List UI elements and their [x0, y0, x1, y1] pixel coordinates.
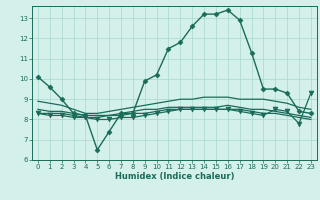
X-axis label: Humidex (Indice chaleur): Humidex (Indice chaleur): [115, 172, 234, 181]
